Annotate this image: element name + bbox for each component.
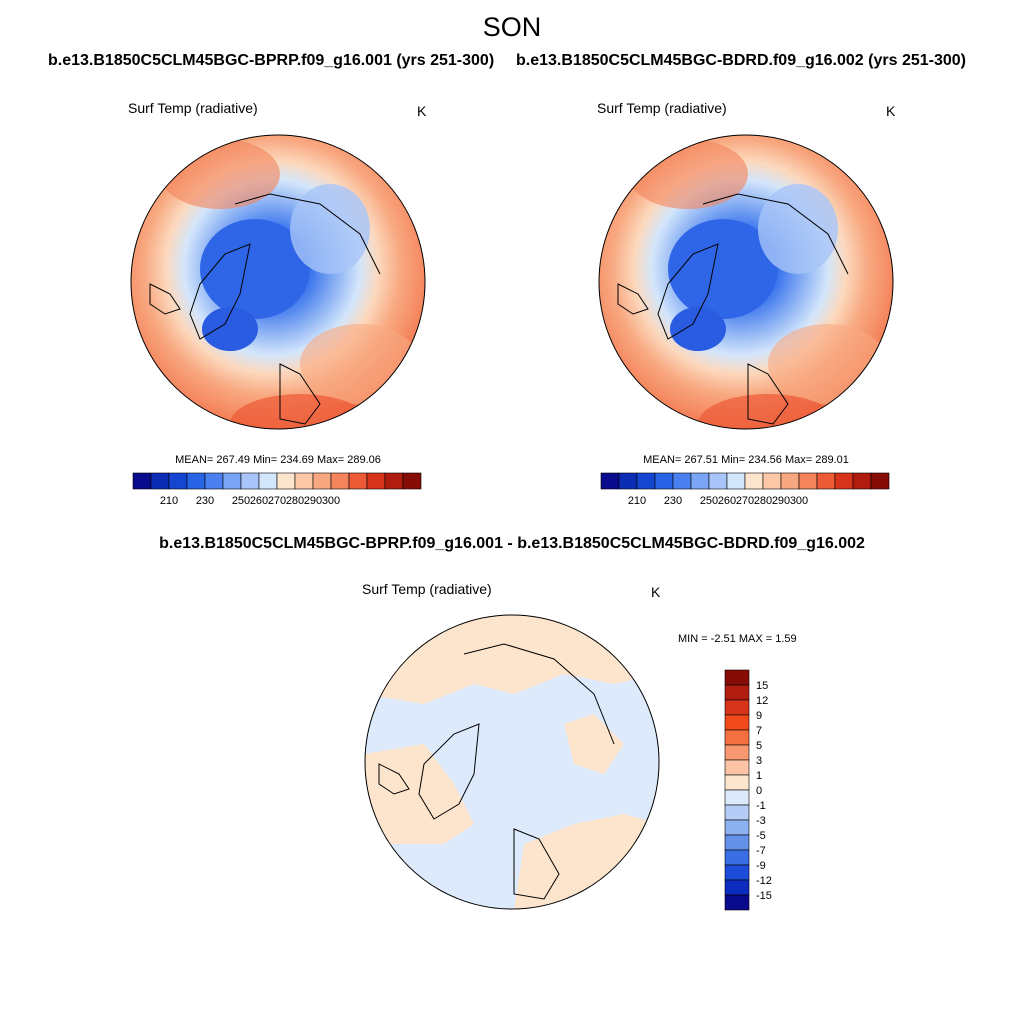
diff-colorbar-label: 1 bbox=[756, 770, 762, 782]
case1-colorbar-box bbox=[222, 472, 242, 490]
diff-colorbar-label: -9 bbox=[756, 860, 766, 872]
case2-colorbar-label: 230 bbox=[664, 495, 682, 507]
season-title: SON bbox=[482, 12, 542, 42]
diff-colorbar-label: 12 bbox=[756, 695, 768, 707]
difference-title: b.e13.B1850C5CLM45BGC-BPRP.f09_g16.001 -… bbox=[159, 535, 865, 552]
case2-colorbar: 210 230 250 260 270 280 290 300 bbox=[600, 472, 890, 507]
diff-colorbar-box bbox=[724, 669, 750, 686]
diff-colorbar-box bbox=[724, 864, 750, 881]
case2-colorbar-box bbox=[708, 472, 728, 490]
case2-stats: MEAN= 267.51 Min= 234.56 Max= 289.01 bbox=[643, 454, 849, 466]
diff-variable-label: Surf Temp (radiative) bbox=[362, 581, 492, 597]
diff-units-label: K bbox=[651, 584, 661, 600]
case2-colorbar-label: 290 bbox=[772, 495, 790, 507]
case1-colorbar-label: 250 bbox=[232, 495, 250, 507]
diff-colorbar-box bbox=[724, 714, 750, 731]
case2-colorbar-box bbox=[816, 472, 836, 490]
case1-colorbar-label: 280 bbox=[286, 495, 304, 507]
diff-colorbar-label: -3 bbox=[756, 815, 766, 827]
case1-variable-label: Surf Temp (radiative) bbox=[128, 100, 258, 116]
case2-colorbar-box bbox=[636, 472, 656, 490]
case2-title: b.e13.B1850C5CLM45BGC-BDRD.f09_g16.002 (… bbox=[516, 52, 966, 69]
case1-colorbar-box bbox=[384, 472, 404, 490]
diff-colorbar-label: 5 bbox=[756, 740, 762, 752]
diff-colorbar-box bbox=[724, 894, 750, 911]
case1-colorbar-label: 270 bbox=[268, 495, 286, 507]
diff-colorbar-label: -5 bbox=[756, 830, 766, 842]
case2-units-label: K bbox=[886, 103, 896, 119]
case2-colorbar-label: 260 bbox=[718, 495, 736, 507]
case1-polar-map bbox=[130, 134, 426, 430]
case1-title: b.e13.B1850C5CLM45BGC-BPRP.f09_g16.001 (… bbox=[48, 52, 495, 69]
case1-colorbar-box bbox=[186, 472, 206, 490]
case2-colorbar-box bbox=[798, 472, 818, 490]
case1-colorbar-box bbox=[204, 472, 224, 490]
case1-units-label: K bbox=[417, 103, 427, 119]
case2-colorbar-box bbox=[762, 472, 782, 490]
case1-colorbar-box bbox=[168, 472, 188, 490]
case2-colorbar-box bbox=[690, 472, 710, 490]
case1-colorbar-box bbox=[240, 472, 260, 490]
case1-colorbar-box bbox=[276, 472, 296, 490]
case1-colorbar-box bbox=[312, 472, 332, 490]
case2-colorbar-box bbox=[726, 472, 746, 490]
diff-colorbar-label: -12 bbox=[756, 875, 772, 887]
case2-colorbar-box bbox=[744, 472, 764, 490]
diff-colorbar-box bbox=[724, 819, 750, 836]
case1-colorbar-box bbox=[258, 472, 278, 490]
case1-colorbar-box bbox=[330, 472, 350, 490]
diff-colorbar-box bbox=[724, 759, 750, 776]
case1-colorbar-box bbox=[150, 472, 170, 490]
diff-colorbar-label: 0 bbox=[756, 785, 762, 797]
diff-colorbar-box bbox=[724, 684, 750, 701]
diff-colorbar-label: -15 bbox=[756, 890, 772, 902]
case2-colorbar-label: 250 bbox=[700, 495, 718, 507]
case2-colorbar-label: 300 bbox=[790, 495, 808, 507]
diff-colorbar-label: 15 bbox=[756, 680, 768, 692]
case2-colorbar-box bbox=[672, 472, 692, 490]
case2-colorbar-box bbox=[834, 472, 854, 490]
case1-colorbar-box bbox=[132, 472, 152, 490]
diff-colorbar-box bbox=[724, 744, 750, 761]
case2-colorbar-box bbox=[870, 472, 890, 490]
case2-colorbar-label: 280 bbox=[754, 495, 772, 507]
diff-polar-map bbox=[364, 614, 660, 910]
case1-colorbar-label: 290 bbox=[304, 495, 322, 507]
diff-colorbar-label: -1 bbox=[756, 800, 766, 812]
diff-colorbar-box bbox=[724, 774, 750, 791]
case1-colorbar-label: 300 bbox=[322, 495, 340, 507]
case1-colorbar-box bbox=[348, 472, 368, 490]
diff-colorbar-box bbox=[724, 834, 750, 851]
case1-colorbar-label: 260 bbox=[250, 495, 268, 507]
diff-colorbar-box bbox=[724, 804, 750, 821]
diff-colorbar-box bbox=[724, 699, 750, 716]
diff-colorbar-box bbox=[724, 849, 750, 866]
diff-colorbar: 15 12 9 7 5 3 1 0 -1 -3 -5 -7 -9 -12 -15 bbox=[724, 669, 772, 911]
case1-colorbar-box bbox=[366, 472, 386, 490]
diff-colorbar-label: 9 bbox=[756, 710, 762, 722]
case1-colorbar-box bbox=[402, 472, 422, 490]
diff-colorbar-label: 3 bbox=[756, 755, 762, 767]
diff-colorbar-label: 7 bbox=[756, 725, 762, 737]
case2-colorbar-box bbox=[618, 472, 638, 490]
diff-stats: MIN = -2.51 MAX = 1.59 bbox=[678, 633, 797, 645]
diff-colorbar-box bbox=[724, 729, 750, 746]
case1-colorbar-label: 210 bbox=[160, 495, 178, 507]
case2-colorbar-box bbox=[654, 472, 674, 490]
case1-colorbar: 210 230 250 260 270 280 290 300 bbox=[132, 472, 422, 507]
case1-colorbar-label: 230 bbox=[196, 495, 214, 507]
diff-colorbar-box bbox=[724, 789, 750, 806]
case2-colorbar-box bbox=[852, 472, 872, 490]
case2-colorbar-box bbox=[600, 472, 620, 490]
case1-stats: MEAN= 267.49 Min= 234.69 Max= 289.06 bbox=[175, 454, 381, 466]
diff-colorbar-label: -7 bbox=[756, 845, 766, 857]
case2-variable-label: Surf Temp (radiative) bbox=[597, 100, 727, 116]
case2-colorbar-label: 210 bbox=[628, 495, 646, 507]
case2-colorbar-label: 270 bbox=[736, 495, 754, 507]
case1-colorbar-box bbox=[294, 472, 314, 490]
case2-polar-map bbox=[598, 134, 894, 430]
diff-colorbar-box bbox=[724, 879, 750, 896]
case2-colorbar-box bbox=[780, 472, 800, 490]
